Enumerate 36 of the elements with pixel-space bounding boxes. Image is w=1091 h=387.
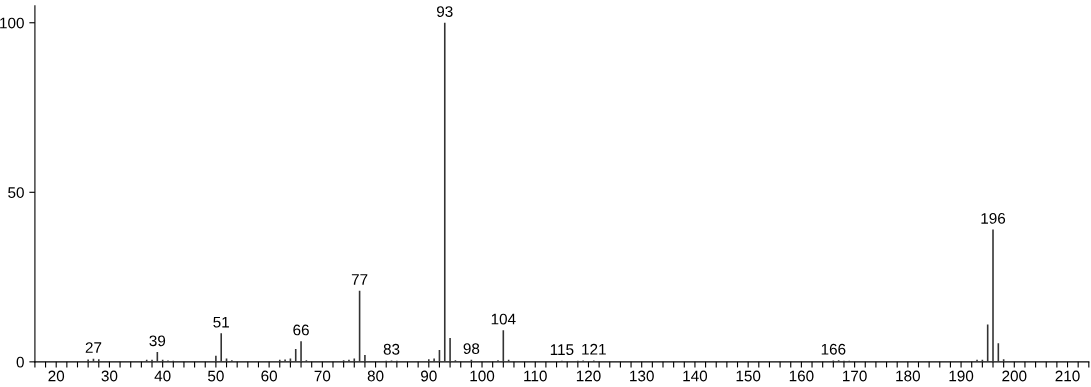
annotation: 98 <box>463 343 480 355</box>
x-tick-label: 170 <box>843 370 867 382</box>
x-tick-label: 70 <box>314 370 331 382</box>
annotation: 93 <box>436 6 453 17</box>
x-tick-label: 110 <box>524 370 547 382</box>
x-tick-label: 100 <box>470 370 495 382</box>
x-tick-label: 20 <box>48 370 65 382</box>
x-tick-label: 210 <box>1055 370 1080 382</box>
annotation: 115 <box>550 344 574 356</box>
x-tick-label: 80 <box>367 370 384 382</box>
x-tick-label: 190 <box>949 370 974 382</box>
x-tick-label: 140 <box>683 370 708 382</box>
x-tick-label: 40 <box>154 370 171 382</box>
y-tick-label: 0 <box>16 356 24 368</box>
x-tick-label: 180 <box>896 370 920 382</box>
annotation: 51 <box>213 316 229 328</box>
annotation: 77 <box>351 274 368 285</box>
annotation: 104 <box>491 313 516 325</box>
x-tick-label: 30 <box>101 370 118 382</box>
annotation: 39 <box>149 335 166 347</box>
x-tick-label: 150 <box>736 370 761 382</box>
y-tick-label: 50 <box>8 187 24 198</box>
annotation: 83 <box>383 343 400 355</box>
annotation: 121 <box>582 343 606 355</box>
annotation: 27 <box>85 342 102 353</box>
y-tick-label: 100 <box>0 17 24 29</box>
annotation: 196 <box>981 212 1006 224</box>
x-tick-label: 160 <box>789 370 814 382</box>
annotation: 66 <box>293 324 309 336</box>
x-tick-label: 90 <box>421 370 437 382</box>
annotation: 166 <box>821 343 846 355</box>
x-tick-label: 200 <box>1002 370 1027 382</box>
x-tick-label: 60 <box>261 370 278 382</box>
x-tick-label: 50 <box>208 370 224 382</box>
x-tick-label: 130 <box>630 370 654 382</box>
x-tick-label: 120 <box>576 370 601 382</box>
